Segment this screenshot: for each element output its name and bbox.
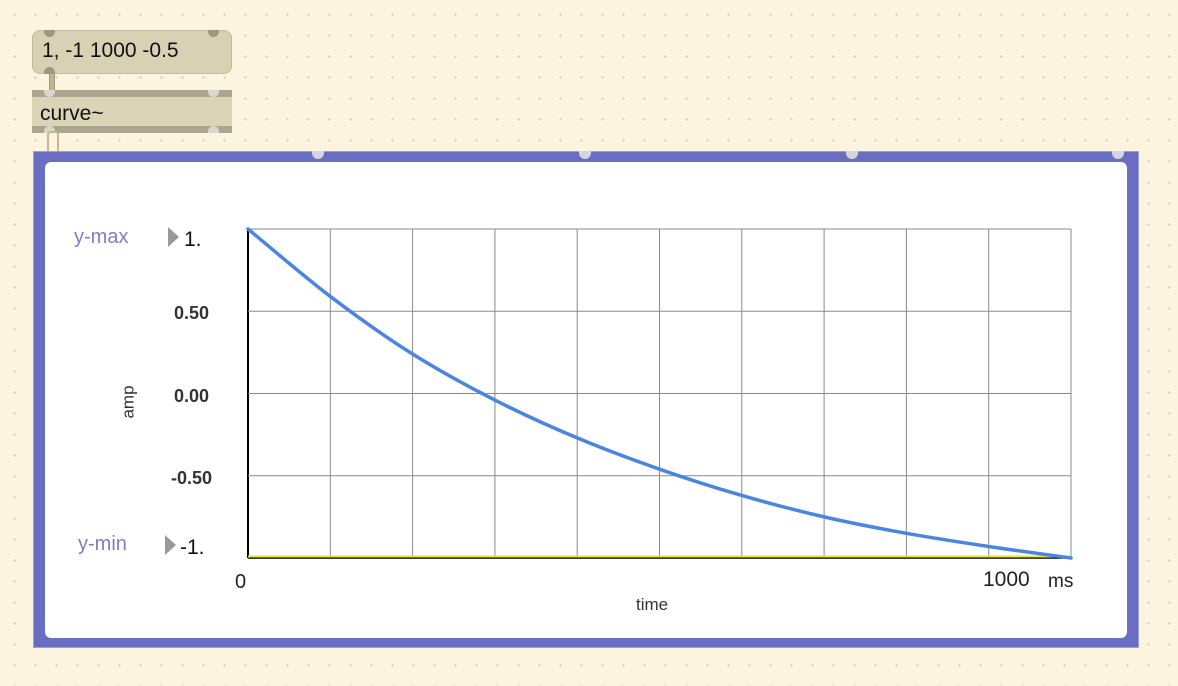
curve-line xyxy=(246,227,1073,560)
ymax-label: y-max xyxy=(74,226,129,248)
curve-inlet-port-right[interactable] xyxy=(208,90,219,97)
message-box[interactable]: 1, -1 1000 -0.5 xyxy=(32,30,232,74)
plot-grid xyxy=(247,228,1072,559)
plot-inlet-port-2[interactable] xyxy=(579,151,591,159)
curve-object-text: curve~ xyxy=(40,102,104,125)
x-unit-label: ms xyxy=(1048,571,1074,592)
message-inlet-port-right[interactable] xyxy=(208,30,219,37)
y-tick-label: 0.00 xyxy=(174,386,210,406)
curve-inlet-port[interactable] xyxy=(44,90,55,97)
plot-inlet-port-3[interactable] xyxy=(846,151,858,159)
x-axis-label: time xyxy=(636,595,669,614)
curve-object-box[interactable]: curve~ xyxy=(32,90,232,133)
x-tick-end: 1000 xyxy=(983,568,1030,591)
y-tick-label: -0.50 xyxy=(171,468,213,488)
x-tick-start: 0 xyxy=(235,571,247,593)
ymax-triangle-icon xyxy=(168,227,179,247)
plot-inlet-port-1[interactable] xyxy=(312,151,324,159)
message-text: 1, -1 1000 -0.5 xyxy=(42,39,179,62)
ymin-triangle-icon xyxy=(165,535,176,555)
ymin-label: y-min xyxy=(78,533,127,555)
plot-inlet-port-4[interactable] xyxy=(1112,151,1124,159)
curve-outlet-port-right[interactable] xyxy=(208,126,219,133)
message-inlet-port[interactable] xyxy=(44,30,55,37)
ymin-number-box[interactable]: -1. xyxy=(180,536,205,559)
message-outlet-port[interactable] xyxy=(44,67,55,74)
ymax-number-box[interactable]: 1. xyxy=(184,228,202,251)
y-tick-label: 0.50 xyxy=(174,303,210,323)
curve-outlet-port[interactable] xyxy=(44,126,55,133)
